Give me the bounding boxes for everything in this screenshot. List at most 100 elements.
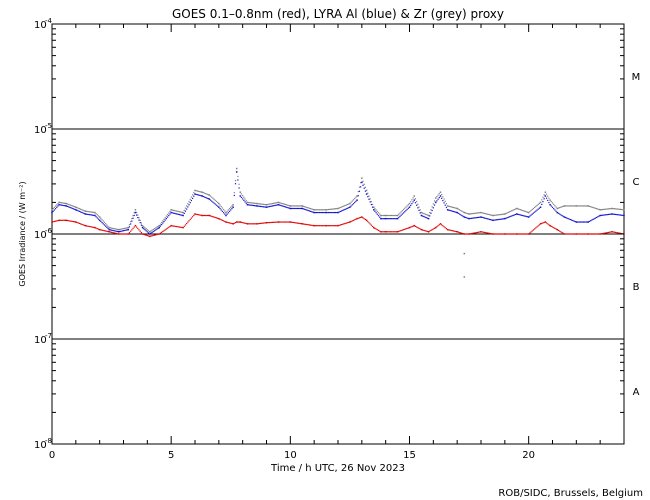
data-point (427, 214, 430, 217)
trace-dot (338, 207, 340, 209)
trace-dot (115, 230, 117, 232)
trace-dot (501, 218, 504, 220)
data-point (456, 231, 458, 233)
trace-dot (100, 229, 102, 231)
trace-dot (562, 205, 564, 207)
trace-dot (586, 221, 588, 223)
trace-dot (467, 233, 469, 235)
data-point (380, 231, 382, 233)
trace-dot (383, 218, 386, 220)
trace-dot (424, 216, 426, 218)
trace-dot (202, 195, 204, 198)
trace-dot (431, 209, 433, 212)
trace-dot (136, 214, 138, 216)
trace-dot (444, 227, 446, 229)
trace-dot (126, 227, 128, 229)
data-point (408, 202, 411, 205)
trace-dot (339, 206, 341, 209)
trace-dot (381, 214, 383, 217)
trace-dot (395, 231, 397, 233)
trace-dot (615, 208, 617, 210)
trace-dot (262, 206, 264, 208)
trace-dot (178, 211, 181, 213)
trace-dot (180, 214, 182, 216)
outlier-point (463, 252, 466, 255)
data-point (58, 219, 60, 222)
trace-dot (464, 233, 467, 235)
trace-dot (410, 226, 412, 228)
trace-dot (576, 221, 579, 223)
trace-dot (240, 193, 243, 195)
trace-dot (343, 223, 345, 225)
trace-dot (243, 196, 245, 198)
trace-dot (455, 230, 457, 233)
trace-dot (401, 213, 403, 215)
data-point (337, 224, 339, 227)
trace-dot (526, 233, 529, 235)
trace-dot (417, 227, 419, 229)
trace-dot (411, 203, 413, 205)
data-point (380, 217, 382, 220)
trace-dot (82, 224, 84, 226)
trace-dot (381, 231, 383, 233)
trace-dot (220, 219, 222, 221)
data-point (434, 197, 437, 199)
data-point (239, 195, 242, 197)
trace-dot (209, 199, 212, 201)
trace-dot (369, 201, 371, 203)
trace-dot (113, 230, 115, 232)
trace-dot (174, 225, 176, 227)
trace-dot (183, 209, 185, 211)
trace-dot (245, 222, 247, 225)
trace-dot (482, 212, 484, 214)
trace-dot (529, 215, 531, 217)
y-tick-label: 10-4 (34, 17, 53, 31)
trace-dot (234, 183, 237, 185)
trace-dot (542, 222, 544, 224)
trace-dot (244, 201, 246, 203)
trace-dot (457, 212, 459, 214)
data-point (84, 224, 87, 227)
trace-dot (497, 219, 499, 221)
trace-dot (374, 227, 376, 229)
trace-dot (139, 219, 141, 221)
trace-dot (438, 193, 440, 195)
data-point (225, 211, 227, 214)
trace-dot (367, 196, 369, 198)
trace-dot (489, 219, 492, 221)
data-point (456, 211, 458, 214)
data-point (201, 191, 203, 193)
trace-dot (507, 233, 510, 235)
trace-dot (503, 213, 505, 215)
trace-dot (333, 225, 336, 227)
trace-dot (95, 216, 97, 218)
trace-dot (85, 213, 88, 215)
trace-dot (535, 205, 537, 208)
trace-dot (430, 212, 432, 214)
data-point (194, 193, 196, 195)
trace-dot (318, 211, 320, 214)
series-goes-0-1-0-8nm (51, 213, 625, 238)
trace-dot (454, 230, 456, 232)
trace-dot (388, 218, 390, 220)
trace-dot (449, 205, 451, 208)
trace-dot (509, 211, 511, 213)
trace-dot (175, 225, 177, 228)
data-point (277, 201, 280, 204)
trace-dot (542, 196, 544, 198)
trace-dot (274, 204, 276, 207)
data-point (611, 207, 613, 210)
trace-dot (363, 187, 365, 189)
trace-dot (538, 207, 540, 209)
trace-dot (137, 214, 139, 216)
trace-dot (215, 204, 218, 206)
trace-dot (560, 231, 562, 233)
trace-dot (327, 225, 330, 227)
trace-dot (538, 224, 540, 226)
trace-dot (217, 205, 219, 207)
trace-dot (57, 205, 59, 207)
data-point (98, 228, 101, 231)
trace-dot (146, 234, 148, 237)
trace-dot (494, 233, 496, 235)
trace-dot (327, 208, 330, 211)
